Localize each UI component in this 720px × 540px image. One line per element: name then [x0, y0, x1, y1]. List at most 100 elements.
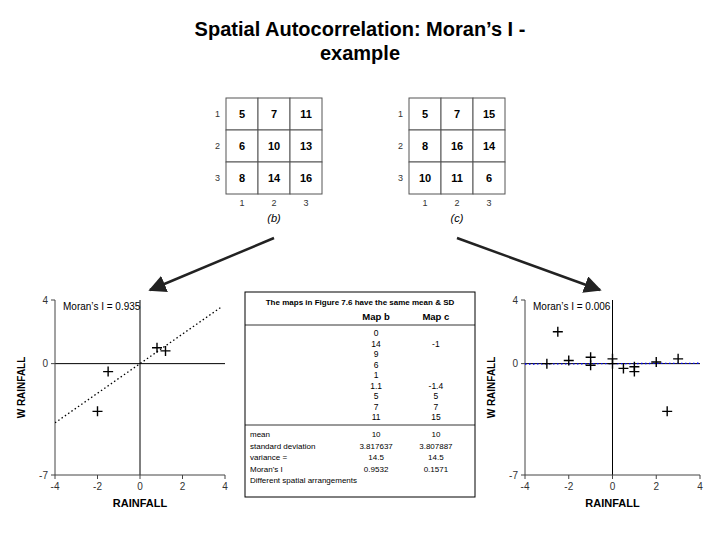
stat-value: 10: [372, 430, 381, 439]
map-grid: 57116101381416123123(b): [215, 98, 322, 224]
map-cell: [409, 98, 441, 130]
annotation: Moran’s I = 0.935: [63, 301, 141, 312]
stat-value: 10: [431, 430, 440, 439]
plot-area: [525, 327, 700, 417]
map-cell: [258, 162, 290, 194]
y-tick-label: -7: [509, 470, 518, 481]
cell-value: 10: [419, 172, 431, 184]
scatter-point: [618, 363, 628, 373]
cell-value: 13: [300, 140, 312, 152]
y-tick: [51, 363, 55, 364]
table-cell: 7: [434, 402, 439, 412]
table-cell: 14: [371, 339, 381, 349]
scatter-point: [161, 346, 171, 356]
map-cell: [441, 130, 473, 162]
y-tick-label: 4: [512, 295, 518, 306]
cell-value: 14: [483, 140, 496, 152]
y-axis-label: W RAINFALL: [486, 357, 497, 419]
zero-line-x: [140, 300, 141, 475]
x-axis-label: RAINFALL: [113, 497, 168, 509]
row-label: 2: [215, 141, 220, 151]
table-header: Map b: [362, 311, 390, 322]
x-tick: [656, 475, 657, 479]
col-label: 1: [239, 198, 244, 208]
scatter-point: [586, 352, 596, 362]
table-title: The maps in Figure 7.6 have the same mea…: [266, 298, 455, 307]
scatter-point: [103, 367, 113, 377]
x-tick-label: -2: [93, 481, 102, 492]
map-cell: [473, 130, 505, 162]
x-tick: [55, 475, 56, 479]
row-label: 2: [398, 141, 403, 151]
row-label: 1: [398, 109, 403, 119]
table-rule: [245, 325, 475, 326]
map-cell: [409, 130, 441, 162]
scatter-point: [629, 367, 639, 377]
zero-line-y: [55, 363, 225, 364]
table-cell: 5: [434, 391, 439, 401]
x-axis-label: RAINFALL: [585, 497, 640, 509]
x-tick: [568, 475, 569, 479]
x-tick-label: -4: [51, 481, 60, 492]
map-label: (c): [451, 212, 464, 224]
x-tick-label: 4: [697, 481, 703, 492]
y-tick-label: 0: [42, 358, 48, 369]
map-cell: [409, 162, 441, 194]
cell-value: 7: [271, 108, 277, 120]
stat-value: 14.5: [368, 453, 384, 462]
x-tick: [97, 475, 98, 479]
stat-label: Moran's I: [250, 465, 283, 474]
cell-value: 8: [422, 140, 428, 152]
plot-area: [55, 307, 221, 422]
cell-value: 11: [300, 108, 312, 120]
stat-label: variance =: [250, 453, 287, 462]
table-cell: 11: [372, 412, 381, 422]
table-cell: 5: [374, 391, 379, 401]
y-tick: [521, 475, 525, 476]
scatter-point: [608, 359, 618, 369]
cell-value: 6: [486, 172, 492, 184]
map-cell: [226, 98, 258, 130]
trend-line: [55, 307, 221, 422]
table-cell: 7: [374, 402, 379, 412]
stat-value: 3.817637: [359, 442, 393, 451]
row-label: 3: [215, 173, 220, 183]
x-axis-line: [525, 475, 700, 476]
title-line: example: [320, 42, 400, 64]
map-cell: [258, 98, 290, 130]
cell-value: 8: [239, 172, 245, 184]
cell-value: 16: [300, 172, 312, 184]
arrow: [457, 238, 600, 290]
arrow: [150, 238, 274, 290]
cell-value: 5: [422, 108, 428, 120]
scatter-chart: -4-2024-704Moran’s I = 0.006RAINFALLW RA…: [486, 295, 703, 510]
table-cell: 9: [374, 349, 379, 359]
map-cell: [226, 130, 258, 162]
cell-value: 11: [451, 172, 463, 184]
y-tick: [51, 300, 55, 301]
stat-label: mean: [250, 430, 270, 439]
x-tick-label: 2: [653, 481, 659, 492]
table-cell: 0: [374, 328, 379, 338]
x-tick: [140, 475, 141, 479]
x-tick: [700, 475, 701, 479]
y-axis-line: [525, 300, 526, 475]
table-cell: 1: [374, 370, 379, 380]
map-cell: [473, 162, 505, 194]
map-cell: [441, 98, 473, 130]
scatter-point: [553, 327, 563, 337]
x-tick-label: 0: [137, 481, 143, 492]
y-axis-line: [55, 300, 56, 475]
cell-value: 6: [239, 140, 245, 152]
map-cell: [441, 162, 473, 194]
table: The maps in Figure 7.6 have the same mea…: [245, 292, 475, 497]
zero-line-x: [612, 300, 613, 475]
map-cell: [226, 162, 258, 194]
annotation: Moran’s I = 0.006: [533, 301, 611, 312]
col-label: 3: [303, 198, 308, 208]
stat-value: 14.5: [428, 453, 444, 462]
y-tick: [521, 363, 525, 364]
scatter-point: [651, 357, 661, 367]
map-cell: [290, 98, 322, 130]
map-grid: 57158161410116123123(c): [398, 98, 505, 224]
